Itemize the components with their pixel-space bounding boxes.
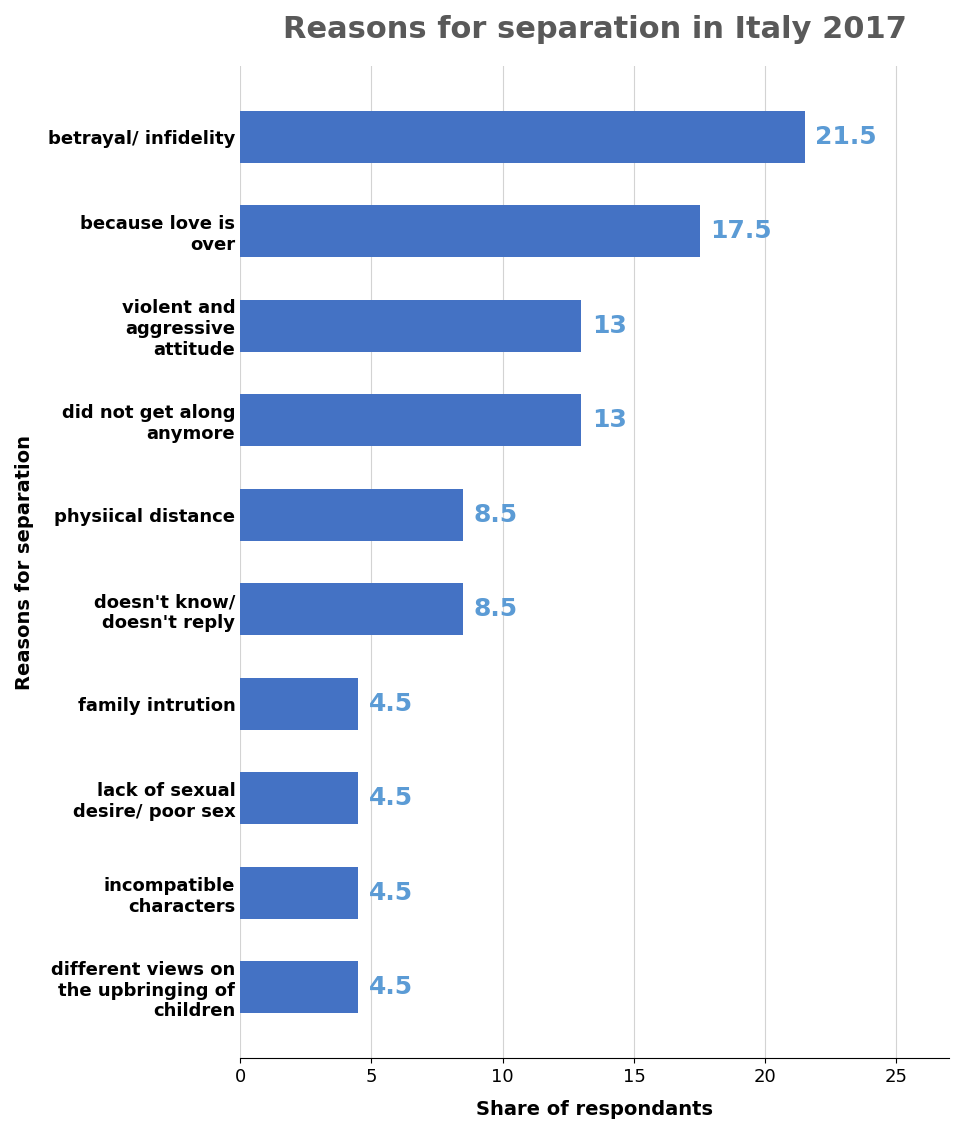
Bar [240, 111, 805, 163]
Bar [240, 962, 359, 1014]
Bar [240, 395, 581, 447]
Text: 4.5: 4.5 [369, 786, 413, 811]
Text: 4.5: 4.5 [369, 692, 413, 716]
Text: 13: 13 [592, 314, 627, 338]
Bar [240, 678, 359, 730]
Bar [240, 583, 464, 635]
Bar [240, 772, 359, 824]
Y-axis label: Reasons for separation: Reasons for separation [15, 434, 34, 689]
Bar [240, 866, 359, 919]
Bar [240, 489, 464, 541]
Text: 21.5: 21.5 [816, 125, 876, 149]
Text: 4.5: 4.5 [369, 975, 413, 999]
Text: 8.5: 8.5 [473, 598, 518, 621]
Bar [240, 205, 700, 257]
X-axis label: Share of respondants: Share of respondants [476, 1100, 713, 1119]
Title: Reasons for separation in Italy 2017: Reasons for separation in Italy 2017 [282, 15, 906, 44]
Text: 13: 13 [592, 408, 627, 432]
Text: 8.5: 8.5 [473, 502, 518, 527]
Text: 4.5: 4.5 [369, 881, 413, 905]
Text: 17.5: 17.5 [710, 219, 772, 244]
Bar [240, 299, 581, 352]
